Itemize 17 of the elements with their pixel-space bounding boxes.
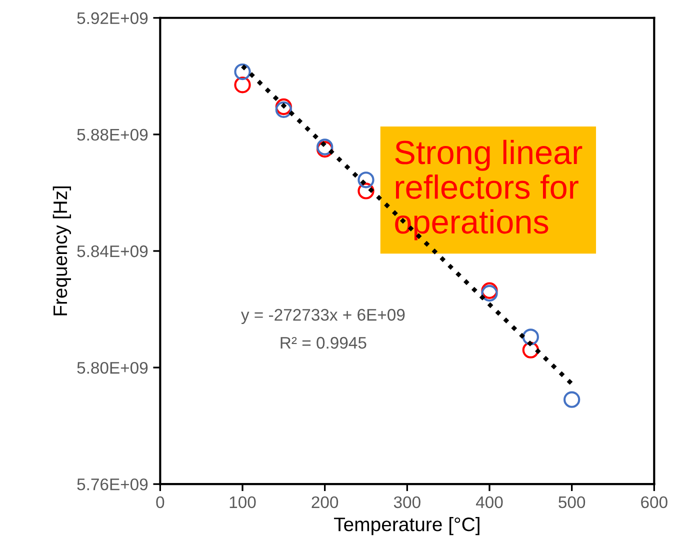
annotation: y = -272733x + 6E+09 [240,308,405,324]
x-tick-label: 0 [156,496,164,508]
x-tick-label: 500 [558,496,586,508]
annotation: Strong linear reflectors for operations [395,140,582,240]
y-axis-title: Frequency [Hz] [52,186,71,316]
y-tick-label: 5.76E+09 [77,478,148,490]
x-tick-label: 600 [641,496,668,508]
x-tick-label: 200 [312,496,338,508]
y-tick-label: 5.80E+09 [77,362,148,374]
x-tick-label: 100 [230,496,256,508]
y-tick-label: 5.84E+09 [77,245,148,258]
y-tick-label: 5.92E+09 [77,12,148,24]
x-tick-label: 300 [394,496,420,508]
x-axis-title: Temperature [°C] [334,516,480,536]
y-tick-label: 5.88E+09 [77,128,148,141]
x-tick-label: 400 [476,496,503,508]
annotation: R² = 0.9945 [280,336,366,349]
